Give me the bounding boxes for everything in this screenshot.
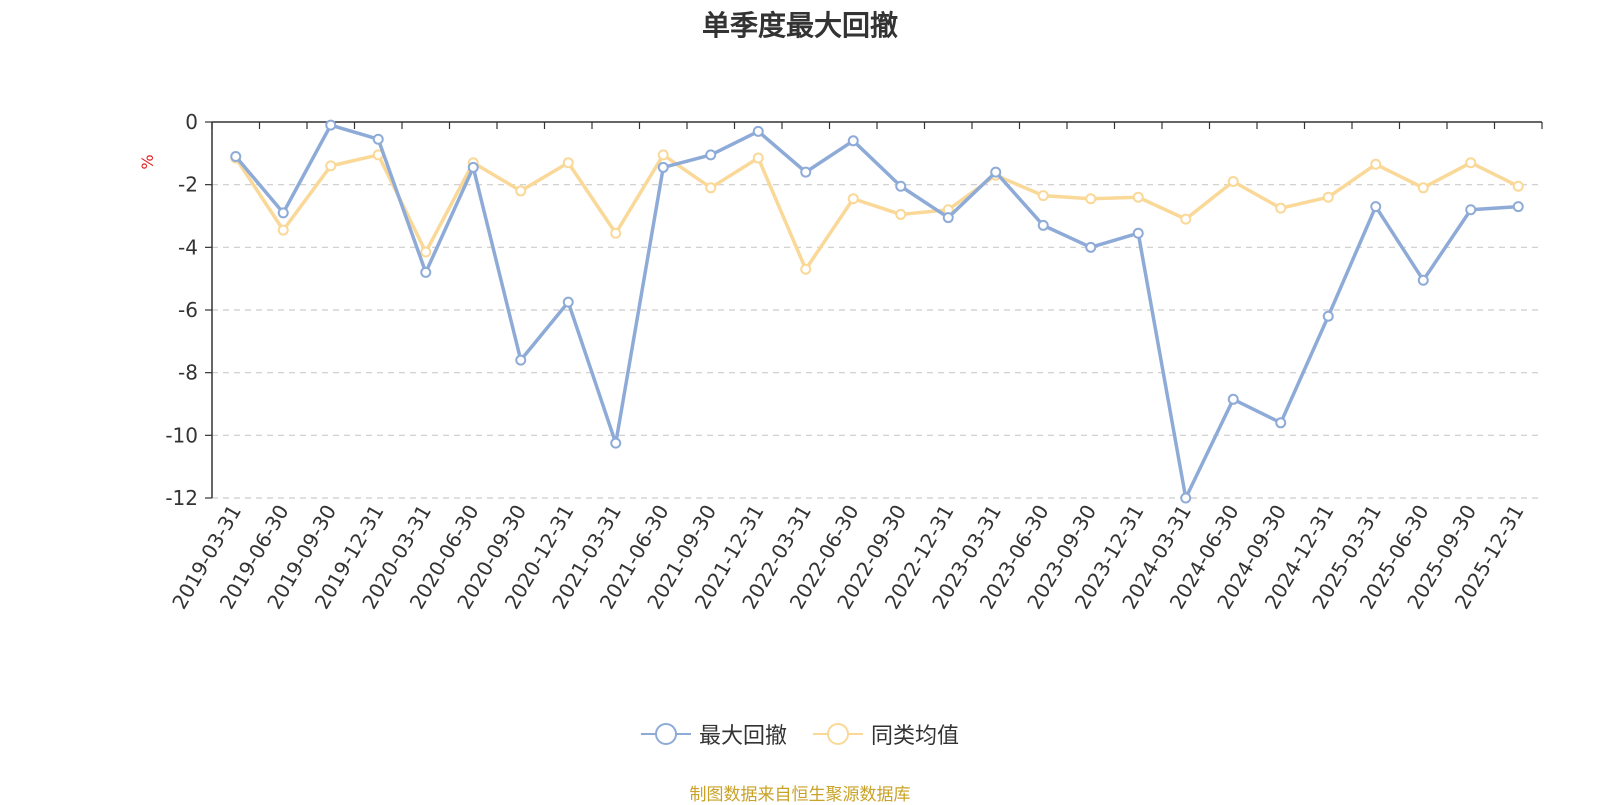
data-point xyxy=(752,152,764,164)
series-1 xyxy=(230,149,1524,275)
data-point xyxy=(1227,176,1239,188)
data-point xyxy=(1322,310,1334,322)
data-point xyxy=(752,125,764,137)
y-tick-label: -2 xyxy=(178,173,198,197)
y-axis-label: % xyxy=(138,154,157,169)
data-point xyxy=(1512,180,1524,192)
series-line xyxy=(234,153,1520,272)
data-point xyxy=(467,161,479,173)
legend-line-circle-icon xyxy=(640,723,691,745)
data-point xyxy=(657,149,669,161)
y-axis-ticks: 0 -2 -4 -6 -8 -10 -12 xyxy=(165,110,212,510)
data-point xyxy=(1322,191,1334,203)
data-point xyxy=(990,166,1002,178)
data-point xyxy=(562,296,574,308)
y-tick-label: -12 xyxy=(165,486,198,510)
data-point xyxy=(800,166,812,178)
data-point xyxy=(515,185,527,197)
data-point xyxy=(1180,492,1192,504)
data-point xyxy=(277,207,289,219)
data-point xyxy=(1275,417,1287,429)
data-point xyxy=(1370,201,1382,213)
data-point xyxy=(610,227,622,239)
data-point xyxy=(325,160,337,172)
data-source-note: 制图数据来自恒生聚源数据库 xyxy=(689,785,911,805)
data-point xyxy=(230,150,242,162)
data-point xyxy=(1037,219,1049,231)
legend-item-peer-average[interactable]: 同类均值 xyxy=(813,718,959,750)
data-point xyxy=(420,246,432,258)
y-tick-label: -6 xyxy=(178,298,198,322)
y-tick-label: -8 xyxy=(178,361,198,385)
legend-item-max-drawdown[interactable]: 最大回撤 xyxy=(640,718,787,750)
data-point xyxy=(1227,393,1239,405)
data-point xyxy=(847,193,859,205)
y-tick-label: -10 xyxy=(165,423,198,447)
data-point xyxy=(610,437,622,449)
data-point xyxy=(1037,190,1049,202)
grid-lines xyxy=(212,184,1542,499)
data-point xyxy=(657,161,669,173)
data-point xyxy=(1465,204,1477,216)
data-point xyxy=(1132,227,1144,239)
data-point xyxy=(705,149,717,161)
data-point xyxy=(800,263,812,275)
data-point xyxy=(1180,213,1192,225)
y-tick-label: -4 xyxy=(178,235,198,259)
data-point xyxy=(705,182,717,194)
data-point xyxy=(325,119,337,131)
data-point xyxy=(1417,274,1429,286)
data-point xyxy=(1465,157,1477,169)
data-point xyxy=(942,212,954,224)
data-point xyxy=(847,135,859,147)
data-point xyxy=(277,224,289,236)
data-point xyxy=(562,157,574,169)
series-0 xyxy=(230,119,1524,504)
legend: 最大回撤 同类均值 xyxy=(0,718,1600,750)
data-point xyxy=(1085,193,1097,205)
series-line xyxy=(234,123,1519,500)
chart-title: 单季度最大回撤 xyxy=(701,9,898,42)
data-point xyxy=(420,266,432,278)
data-point xyxy=(1275,202,1287,214)
line-chart: 0-2-4-6-8-10-12 2019-03-312019-06-302019… xyxy=(138,110,1543,613)
data-point xyxy=(1417,182,1429,194)
data-point xyxy=(515,354,527,366)
series-layer xyxy=(230,119,1524,504)
data-point xyxy=(1085,241,1097,253)
data-point xyxy=(1512,201,1524,213)
y-tick-label: 0 xyxy=(185,110,198,134)
data-point xyxy=(895,208,907,220)
data-point xyxy=(372,133,384,145)
legend-label: 最大回撤 xyxy=(698,724,787,749)
legend-line-circle-icon xyxy=(813,723,863,745)
data-point xyxy=(1370,158,1382,170)
legend-label: 同类均值 xyxy=(871,724,960,749)
data-point xyxy=(895,180,907,192)
data-point xyxy=(1132,191,1144,203)
